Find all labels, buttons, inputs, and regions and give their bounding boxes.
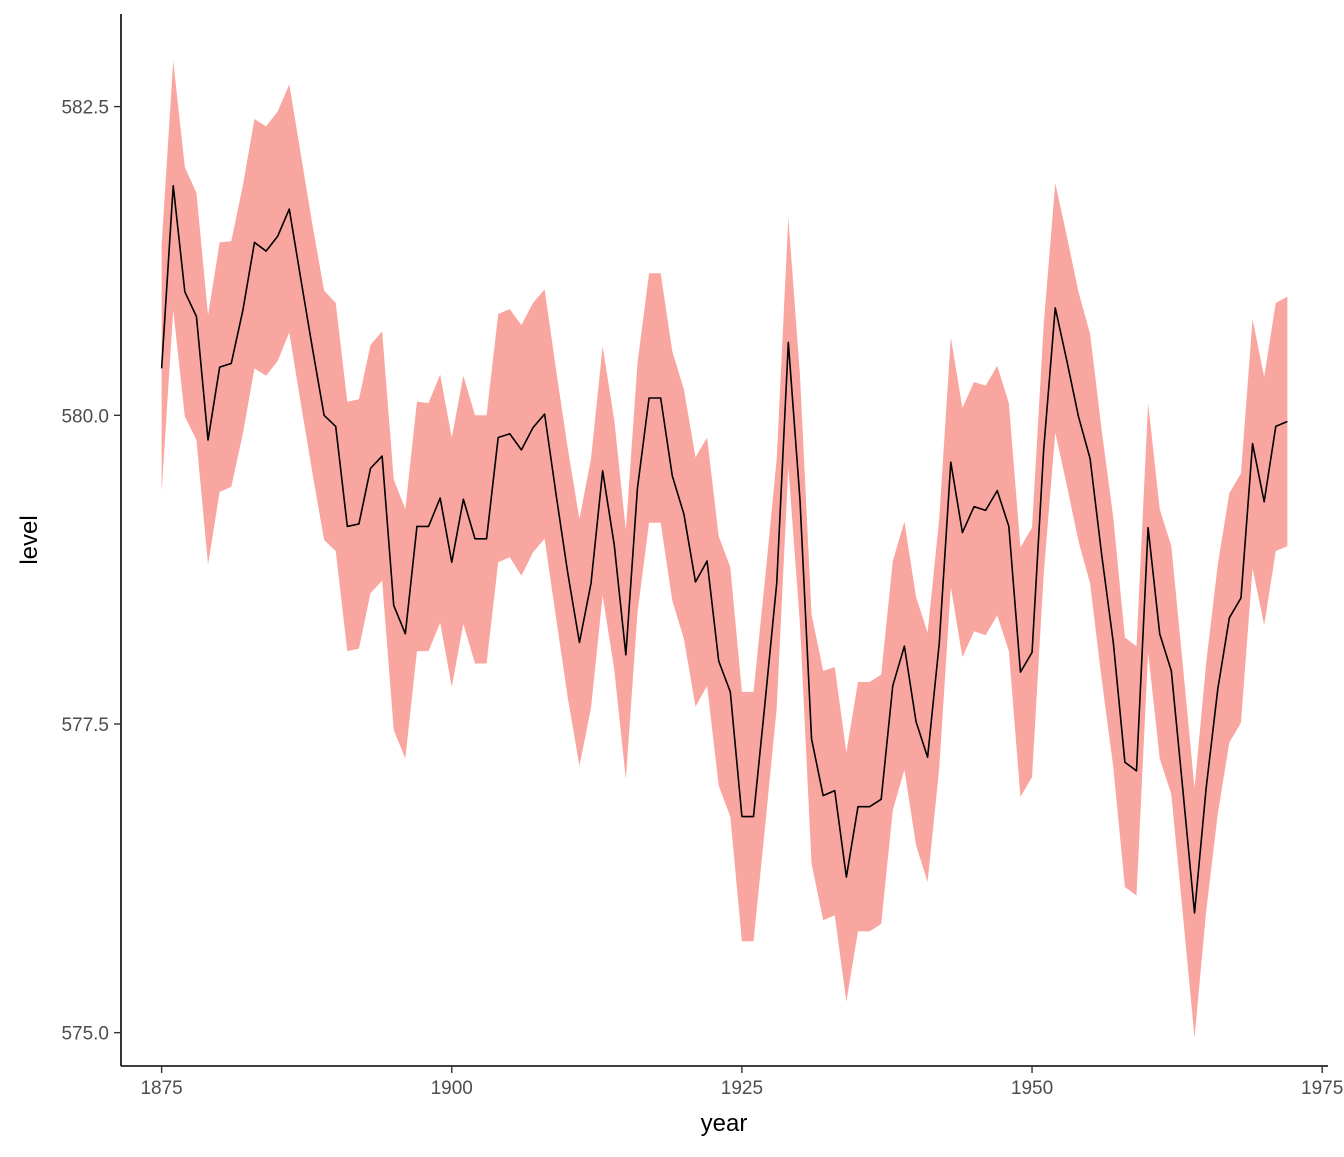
line-layer (160, 184, 1288, 914)
x-tick-label: 1875 (140, 1078, 182, 1099)
y-axis-title: level (16, 515, 43, 564)
ribbon-layer (161, 60, 1288, 1038)
y-tick-label: 582.5 (61, 98, 109, 119)
x-tick-label: 1925 (721, 1078, 763, 1099)
x-tick-label: 1900 (431, 1078, 473, 1099)
y-tick-label: 577.5 (61, 715, 109, 736)
y-tick-label: 580.0 (61, 406, 109, 427)
y-tick-label: 575.0 (61, 1024, 109, 1045)
x-axis-title: year (701, 1110, 748, 1137)
confidence-ribbon (161, 60, 1288, 1038)
x-tick-label: 1975 (1301, 1078, 1343, 1099)
level-line (160, 184, 1288, 914)
x-tick-label: 1950 (1011, 1078, 1053, 1099)
axes-layer: 1875 1900 1925 1950 1975 575.0 577.5 580.0 582.5 (61, 14, 1343, 1099)
